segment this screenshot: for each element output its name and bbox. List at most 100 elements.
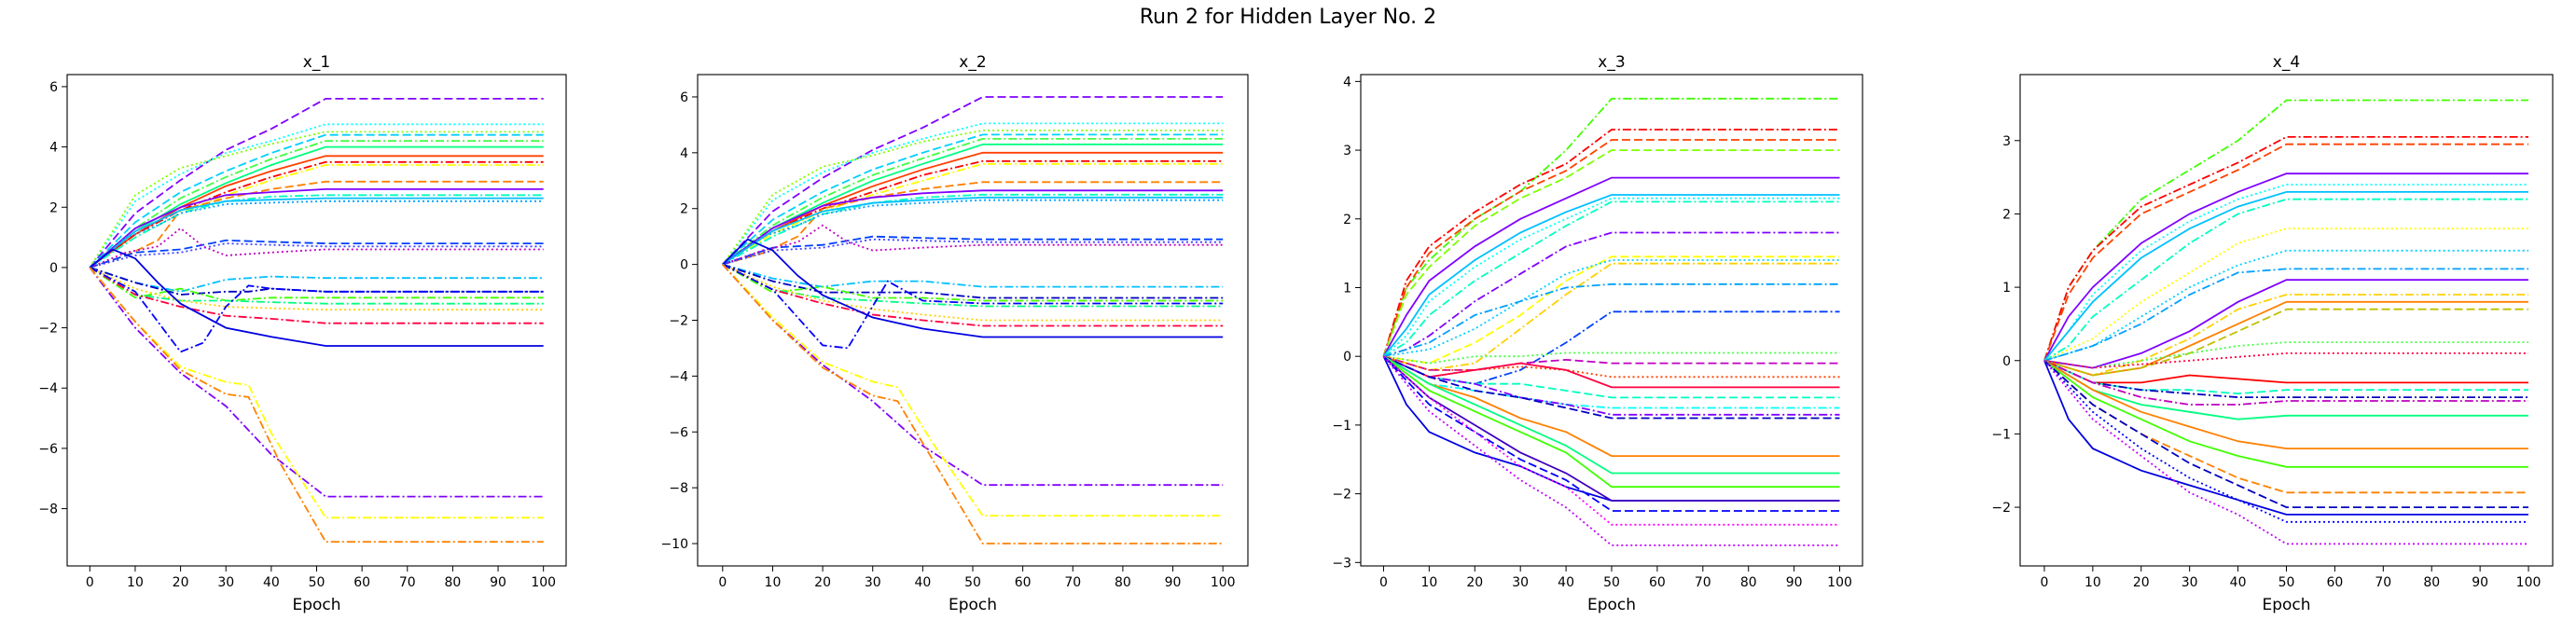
series-line-2 xyxy=(722,122,1224,266)
y-tick-label: −6 xyxy=(38,442,58,457)
series-line-23 xyxy=(2043,360,2528,468)
series-line-14 xyxy=(722,199,1224,266)
series-line-8 xyxy=(722,159,1224,266)
x-tick-label: 40 xyxy=(263,575,280,590)
series-line-15 xyxy=(2043,341,2528,369)
series-line-12 xyxy=(89,194,544,269)
x-tick-label: 90 xyxy=(2472,575,2488,590)
x-tick-label: 0 xyxy=(86,575,94,590)
x-tick-label: 20 xyxy=(814,575,831,590)
series-line-23 xyxy=(1383,355,1840,457)
series-line-17 xyxy=(89,227,544,269)
x-tick-label: 80 xyxy=(1115,575,1131,590)
series-line-19 xyxy=(90,267,544,296)
y-tick-label: −2 xyxy=(669,314,688,329)
series-line-13 xyxy=(89,197,544,269)
chart-panel-1: 0 10 20 30 40 50 60 70 80 90 100 −8 −6 −4 −2 0 2 4 6 x_1 Epo… xyxy=(38,53,567,614)
chart-panel-4: 0 10 20 30 40 50 60 70 80 90 100 −2 −1 0 1 2 3 x_4 Epoch xyxy=(1991,53,2554,614)
y-tick-label: 6 xyxy=(49,80,58,95)
series-line-4 xyxy=(722,133,1224,266)
subplot-title: x_3 xyxy=(1598,53,1625,72)
series-group xyxy=(1382,97,1840,546)
series-line-25 xyxy=(89,248,544,347)
x-tick-label: 40 xyxy=(1558,575,1574,590)
x-tick-label: 70 xyxy=(2375,575,2391,590)
series-line-15 xyxy=(722,235,1224,266)
y-tick-label: −8 xyxy=(38,503,58,517)
series-line-15 xyxy=(1383,351,1840,365)
x-tick-label: 30 xyxy=(865,575,881,590)
x-tick-label: 10 xyxy=(2084,575,2101,590)
y-tick-label: −10 xyxy=(660,537,688,552)
series-line-22 xyxy=(1383,355,1840,420)
x-tick-label: 10 xyxy=(1420,575,1437,590)
subplot-title: x_1 xyxy=(303,53,330,72)
series-line-24 xyxy=(722,263,1224,350)
series-line-16 xyxy=(90,242,544,269)
y-tick-label: −2 xyxy=(1991,501,2011,516)
series-line-8 xyxy=(1383,200,1840,357)
series-line-25 xyxy=(722,238,1224,338)
series-line-25 xyxy=(2043,360,2528,508)
series-line-2 xyxy=(1382,129,1840,357)
figure-title: Run 2 for Hidden Layer No. 2 xyxy=(1139,6,1437,29)
y-tick-label: 4 xyxy=(49,141,58,156)
series-line-9 xyxy=(722,162,1224,266)
y-tick-label: −3 xyxy=(1332,556,1351,571)
series-line-1 xyxy=(89,98,544,269)
x-axis-label: Epoch xyxy=(1587,596,1636,614)
y-tick-label: −8 xyxy=(669,481,688,496)
series-line-7 xyxy=(89,155,544,269)
y-tick-label: 2 xyxy=(680,202,688,217)
x-tick-label: 60 xyxy=(1649,575,1666,590)
y-tick-label: 0 xyxy=(2002,354,2011,369)
series-line-22 xyxy=(722,263,1224,322)
series-line-4 xyxy=(1382,149,1840,357)
series-line-7 xyxy=(722,151,1224,266)
series-line-29 xyxy=(1382,355,1840,526)
series-line-2 xyxy=(89,123,544,269)
x-tick-label: 0 xyxy=(718,575,727,590)
x-tick-label: 10 xyxy=(765,575,782,590)
x-tick-label: 50 xyxy=(964,575,981,590)
y-tick-label: −2 xyxy=(38,322,58,337)
series-line-17 xyxy=(722,224,1224,266)
series-line-26 xyxy=(89,267,544,498)
x-tick-label: 20 xyxy=(2133,575,2150,590)
x-tick-label: 40 xyxy=(2230,575,2247,590)
series-line-3 xyxy=(1382,139,1840,357)
x-tick-label: 90 xyxy=(1165,575,1182,590)
series-line-5 xyxy=(1382,176,1840,357)
series-line-11 xyxy=(1383,259,1840,358)
series-line-14 xyxy=(89,200,544,269)
series-line-8 xyxy=(89,160,544,269)
series-line-11 xyxy=(89,188,544,269)
series-line-22 xyxy=(2043,360,2528,449)
x-tick-label: 100 xyxy=(1211,575,1236,590)
x-tick-label: 80 xyxy=(2423,575,2440,590)
x-tick-label: 50 xyxy=(2278,575,2295,590)
series-line-24 xyxy=(89,267,544,353)
y-tick-label: 3 xyxy=(2002,134,2011,149)
series-line-27 xyxy=(2043,360,2528,523)
series-line-23 xyxy=(89,267,544,324)
x-axis-label: Epoch xyxy=(949,596,997,614)
y-tick-label: 4 xyxy=(680,146,688,161)
y-tick-label: 4 xyxy=(1343,75,1351,90)
series-line-9 xyxy=(2043,249,2528,362)
series-line-6 xyxy=(2043,191,2528,362)
series-line-7 xyxy=(2043,198,2528,362)
series-line-26 xyxy=(1382,355,1840,502)
chart-panel-2: 0 10 20 30 40 50 60 70 80 90 100 −10 −8 −6 −4 −2 0 2 4 6 x_2… xyxy=(660,53,1249,614)
x-tick-label: 20 xyxy=(173,575,189,590)
y-tick-label: −4 xyxy=(38,381,58,396)
y-tick-label: 2 xyxy=(49,200,58,215)
x-tick-label: 0 xyxy=(2040,575,2048,590)
series-line-24 xyxy=(1383,355,1840,475)
series-line-19 xyxy=(2043,359,2528,398)
x-tick-label: 0 xyxy=(1379,575,1388,590)
series-line-28 xyxy=(2043,360,2528,545)
series-line-10 xyxy=(1383,255,1840,365)
series-line-9 xyxy=(89,164,544,269)
